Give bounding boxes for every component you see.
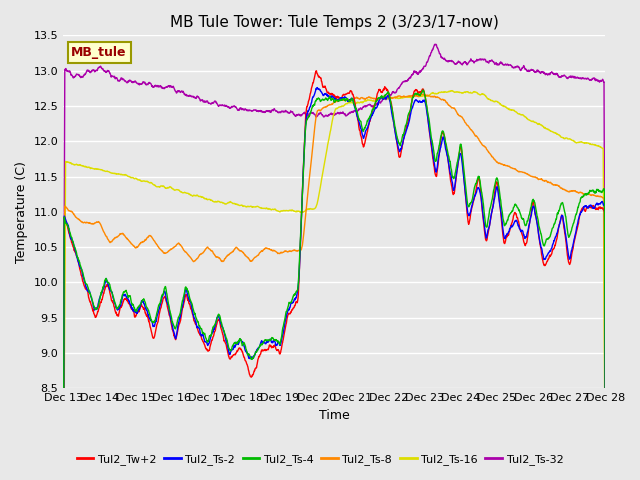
Title: MB Tule Tower: Tule Temps 2 (3/23/17-now): MB Tule Tower: Tule Temps 2 (3/23/17-now… [170,15,499,30]
Legend: Tul2_Tw+2, Tul2_Ts-2, Tul2_Ts-4, Tul2_Ts-8, Tul2_Ts-16, Tul2_Ts-32: Tul2_Tw+2, Tul2_Ts-2, Tul2_Ts-4, Tul2_Ts… [72,450,568,469]
Y-axis label: Temperature (C): Temperature (C) [15,161,28,263]
X-axis label: Time: Time [319,409,349,422]
Text: MB_tule: MB_tule [71,46,127,59]
